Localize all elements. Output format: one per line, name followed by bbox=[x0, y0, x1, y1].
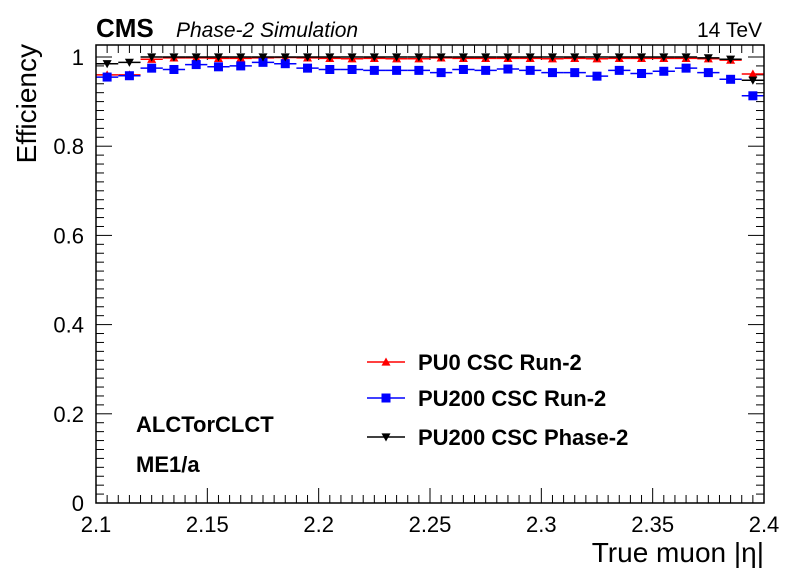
data-point bbox=[637, 69, 647, 79]
legend-label: PU200 CSC Run-2 bbox=[418, 386, 606, 411]
data-point bbox=[102, 60, 112, 69]
data-point bbox=[436, 53, 446, 62]
data-point bbox=[169, 53, 179, 62]
x-tick-label: 2.15 bbox=[186, 512, 229, 537]
x-tick-label: 2.3 bbox=[526, 512, 557, 537]
data-point bbox=[303, 63, 313, 73]
legend-label: PU200 CSC Phase-2 bbox=[418, 425, 628, 450]
legend-label: PU0 CSC Run-2 bbox=[418, 350, 582, 375]
data-point bbox=[124, 58, 134, 67]
data-point bbox=[481, 65, 491, 75]
data-point bbox=[258, 53, 268, 62]
data-point bbox=[169, 64, 179, 74]
data-point bbox=[592, 53, 602, 62]
subtitle-label: Phase-2 Simulation bbox=[176, 19, 358, 42]
legend-marker bbox=[381, 357, 391, 366]
data-point bbox=[659, 53, 669, 62]
data-point bbox=[726, 74, 736, 84]
data-point bbox=[213, 53, 223, 62]
data-point bbox=[547, 53, 557, 62]
data-point bbox=[614, 53, 624, 62]
data-point bbox=[347, 64, 357, 74]
y-tick-label: 0 bbox=[72, 491, 84, 516]
data-point bbox=[258, 57, 268, 67]
data-point bbox=[147, 63, 157, 73]
tick-labels: 2.1 2.15 2.2 2.25 2.3 2.35 2.4 0 0.2 0.4 0.6 0.8 1 bbox=[53, 45, 779, 537]
data-point bbox=[392, 65, 402, 75]
data-point bbox=[191, 60, 201, 70]
data-point bbox=[592, 71, 602, 81]
data-point bbox=[303, 53, 313, 62]
data-point bbox=[280, 59, 290, 69]
data-point bbox=[458, 64, 468, 74]
series-3 bbox=[96, 53, 764, 85]
data-point bbox=[726, 55, 736, 64]
data-point bbox=[325, 53, 335, 62]
data-point bbox=[748, 91, 758, 101]
data-point bbox=[124, 71, 134, 81]
y-tick-label: 0.8 bbox=[53, 134, 84, 159]
data-point bbox=[703, 68, 713, 78]
y-tick-label: 0.4 bbox=[53, 313, 84, 338]
data-point bbox=[570, 53, 580, 62]
data-point bbox=[191, 53, 201, 62]
x-tick-label: 2.25 bbox=[409, 512, 452, 537]
legend-marker bbox=[381, 433, 391, 442]
annotation-station: ME1/a bbox=[136, 452, 200, 477]
data-point bbox=[147, 53, 157, 62]
data-point bbox=[681, 53, 691, 62]
data-point bbox=[748, 69, 758, 78]
y-tick-label: 0.2 bbox=[53, 402, 84, 427]
data-point bbox=[525, 65, 535, 75]
data-point bbox=[503, 53, 513, 62]
data-point bbox=[703, 54, 713, 63]
data-point bbox=[503, 64, 513, 74]
series-2 bbox=[96, 57, 764, 101]
series-layer bbox=[96, 52, 764, 101]
x-tick-label: 2.2 bbox=[303, 512, 334, 537]
annotation-trigger: ALCTorCLCT bbox=[136, 412, 274, 437]
data-point bbox=[325, 64, 335, 74]
data-point bbox=[414, 53, 424, 62]
data-point bbox=[681, 63, 691, 73]
data-point bbox=[436, 68, 446, 78]
data-point bbox=[236, 61, 246, 71]
x-axis-title: True muon |η| bbox=[592, 537, 764, 568]
data-point bbox=[102, 72, 112, 82]
y-tick-label: 1 bbox=[72, 45, 84, 70]
y-axis-title: Efficiency bbox=[11, 44, 42, 163]
data-point bbox=[570, 68, 580, 78]
energy-label: 14 TeV bbox=[697, 19, 762, 42]
legend-marker bbox=[381, 393, 391, 403]
data-point bbox=[369, 65, 379, 75]
y-tick-label: 0.6 bbox=[53, 223, 84, 248]
x-tick-label: 2.4 bbox=[749, 512, 780, 537]
data-point bbox=[525, 53, 535, 62]
data-point bbox=[369, 53, 379, 62]
data-point bbox=[280, 53, 290, 62]
data-point bbox=[236, 53, 246, 62]
data-point bbox=[414, 65, 424, 75]
data-point bbox=[392, 53, 402, 62]
data-point bbox=[213, 62, 223, 72]
data-point bbox=[659, 66, 669, 76]
data-point bbox=[347, 53, 357, 62]
data-point bbox=[481, 53, 491, 62]
data-point bbox=[458, 53, 468, 62]
data-point bbox=[637, 53, 647, 62]
data-point bbox=[547, 68, 557, 78]
legend: PU0 CSC Run-2 PU200 CSC Run-2 PU200 CSC Ph… bbox=[367, 350, 628, 450]
x-tick-label: 2.35 bbox=[631, 512, 674, 537]
plot-frame bbox=[95, 44, 765, 504]
experiment-label: CMS bbox=[96, 13, 154, 43]
x-tick-label: 2.1 bbox=[81, 512, 112, 537]
data-point bbox=[614, 65, 624, 75]
data-point bbox=[748, 76, 758, 85]
